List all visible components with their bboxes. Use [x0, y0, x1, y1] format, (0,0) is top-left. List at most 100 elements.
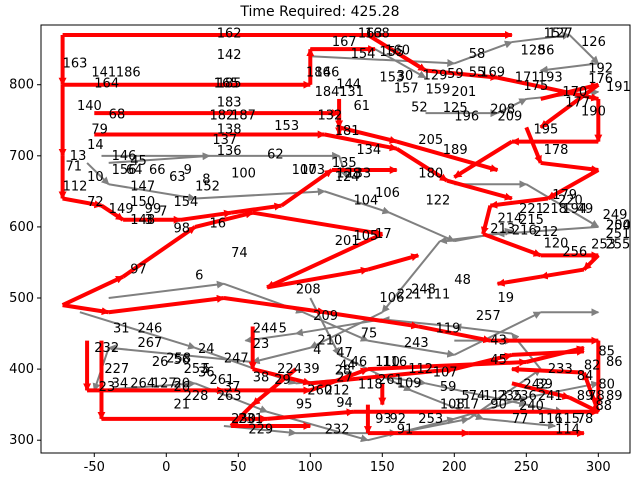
node-label: 156 — [112, 163, 137, 178]
route-segment — [489, 196, 549, 209]
node-label: 233 — [548, 362, 573, 377]
node-label: 129 — [423, 68, 448, 83]
node-label: 171 — [515, 71, 540, 86]
node-label: 228 — [184, 389, 209, 404]
node-label: 108 — [440, 398, 465, 413]
gray-edge — [425, 382, 528, 408]
node-label: 64 — [126, 163, 143, 178]
node-label: 183 — [217, 95, 242, 110]
route-segment — [108, 294, 225, 315]
node-label: 116 — [382, 355, 407, 370]
node-label: 157 — [544, 27, 569, 42]
gray-edge — [108, 280, 225, 300]
node-label: 119 — [436, 322, 461, 337]
node-label: 267 — [137, 336, 162, 351]
node-label: 74 — [231, 246, 248, 261]
node-label: 242 — [523, 378, 548, 393]
gray-edge — [302, 311, 369, 342]
node-label: 36 — [198, 366, 215, 381]
gray-edge — [497, 98, 528, 115]
route-segment — [310, 365, 456, 386]
gray-edge — [511, 31, 571, 44]
node-label: 132 — [317, 108, 342, 123]
y-tick-label: 600 — [9, 220, 34, 235]
node-label: 229 — [248, 423, 273, 438]
route-segment — [366, 33, 427, 73]
node-label: 88 — [595, 399, 612, 414]
node-label: 216 — [512, 223, 537, 238]
node-label: 150 — [130, 195, 155, 210]
node-label: 20 — [173, 376, 190, 391]
node-label: 253 — [591, 238, 616, 253]
gray-edge — [410, 389, 485, 421]
node-label: 86 — [606, 355, 623, 370]
gray-edge — [251, 346, 311, 365]
node-label: 115 — [555, 412, 580, 427]
node-label: 133 — [346, 167, 371, 182]
node-label: 80 — [598, 378, 615, 393]
node-label: 10 — [87, 170, 104, 185]
node-label: 147 — [130, 179, 155, 194]
node-label: 210 — [317, 334, 342, 349]
gray-edge — [294, 318, 383, 337]
node-label: 247 — [224, 351, 249, 366]
node-label: 34 — [112, 376, 129, 391]
route-segment — [395, 147, 449, 183]
node-label: 112 — [408, 362, 433, 377]
node-label: 117 — [454, 398, 479, 413]
route-segment — [510, 365, 585, 375]
node-label: 185 — [217, 76, 242, 91]
route-segment — [324, 132, 398, 152]
node-label: 232 — [94, 341, 119, 356]
x-tick-label: 50 — [230, 460, 247, 475]
node-label: 178 — [544, 143, 569, 158]
gray-edge — [381, 240, 441, 314]
gray-edge — [310, 55, 456, 68]
gray-edge — [79, 311, 197, 350]
node-label: 169 — [480, 66, 505, 81]
node-label: 89 — [606, 389, 623, 404]
node-label: 84 — [577, 369, 594, 384]
node-label: 209 — [313, 309, 338, 324]
node-label: 181 — [335, 124, 360, 139]
node-label: 221 — [397, 287, 422, 302]
node-label: 9 — [184, 163, 192, 178]
node-label: 246 — [137, 322, 162, 337]
node-label: 45 — [490, 353, 507, 368]
node-label: 148 — [130, 213, 155, 228]
node-label: 7 — [159, 204, 167, 219]
node-label: 134 — [356, 143, 381, 158]
route-segment — [417, 324, 492, 344]
node-label: 170 — [562, 85, 587, 100]
node-label: 27 — [336, 371, 353, 386]
node-label: 243 — [404, 336, 429, 351]
node-label: 110 — [375, 355, 400, 370]
node-label: 257 — [476, 309, 501, 324]
node-label: 212 — [325, 383, 350, 398]
plot-frame — [40, 24, 631, 454]
chart-title: Time Required: 425.28 — [239, 4, 399, 20]
node-label: 104 — [354, 194, 379, 209]
node-label: 232 — [325, 423, 350, 438]
node-label: 137 — [212, 133, 237, 148]
node-label: 212 — [534, 225, 559, 240]
node-label: 16 — [209, 216, 226, 231]
node-label: 61 — [354, 99, 371, 114]
node-label: 39 — [536, 378, 553, 393]
node-label: 94 — [336, 396, 353, 411]
node-label: 118 — [358, 378, 383, 393]
gray-edge — [483, 417, 557, 430]
node-label: 85 — [598, 344, 615, 359]
node-label: 235 — [498, 389, 523, 404]
gray-edge — [396, 416, 470, 435]
y-tick-label: 300 — [9, 433, 34, 448]
node-label: 153 — [379, 71, 404, 86]
node-label: 214 — [498, 211, 523, 226]
node-label: 255 — [606, 238, 631, 253]
node-label: 82 — [584, 359, 601, 374]
gray-edge — [525, 183, 600, 228]
node-label: 3 — [145, 213, 153, 228]
node-label: 13 — [70, 149, 87, 164]
y-tick-label: 800 — [9, 78, 34, 93]
